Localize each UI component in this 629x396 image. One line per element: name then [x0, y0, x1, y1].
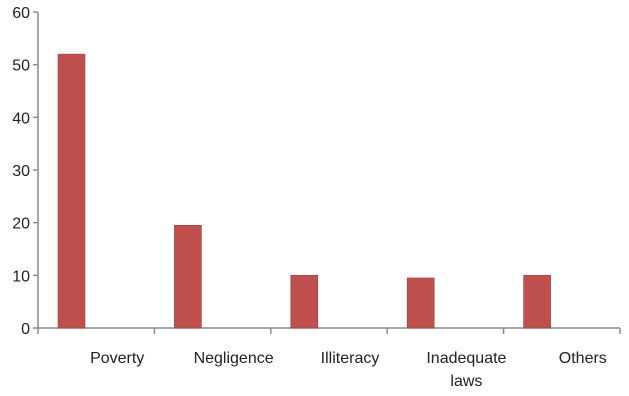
y-tick-label: 0: [21, 321, 30, 338]
category-labels: Poverty Negligence Illiteracy Inadequate law…: [90, 350, 607, 390]
bar-poverty: [57, 53, 86, 329]
x-category-label-line: Inadequate: [426, 350, 506, 367]
x-category-label-line: Illiteracy: [321, 350, 380, 367]
y-tick-label: 20: [12, 216, 30, 233]
bar-negligence: [174, 225, 202, 329]
y-tick-label: 50: [12, 58, 30, 75]
bar-inadequate-laws: [406, 277, 435, 329]
y-tick-label: 30: [12, 163, 30, 180]
x-category-label-line: Negligence: [194, 350, 274, 367]
y-tick-label: 40: [12, 110, 30, 127]
bar-others: [523, 275, 551, 329]
x-category-label: Illiteracy: [321, 350, 380, 367]
y-tick-label: 60: [12, 5, 30, 22]
y-axis: 0 10 20 30 40 50 60: [12, 5, 39, 338]
y-tick-label: 10: [12, 268, 30, 285]
x-category-label-line: Poverty: [90, 350, 144, 367]
bar-illiteracy: [290, 275, 319, 329]
x-category-label: Poverty: [90, 350, 144, 367]
x-axis: [37, 327, 621, 334]
x-category-label: Inadequate laws: [426, 350, 506, 390]
x-category-label-line: Others: [559, 350, 607, 367]
x-category-label: Others: [559, 350, 607, 367]
x-category-label: Negligence: [194, 350, 274, 367]
x-category-label-line: laws: [450, 373, 482, 390]
bars: [57, 53, 551, 329]
